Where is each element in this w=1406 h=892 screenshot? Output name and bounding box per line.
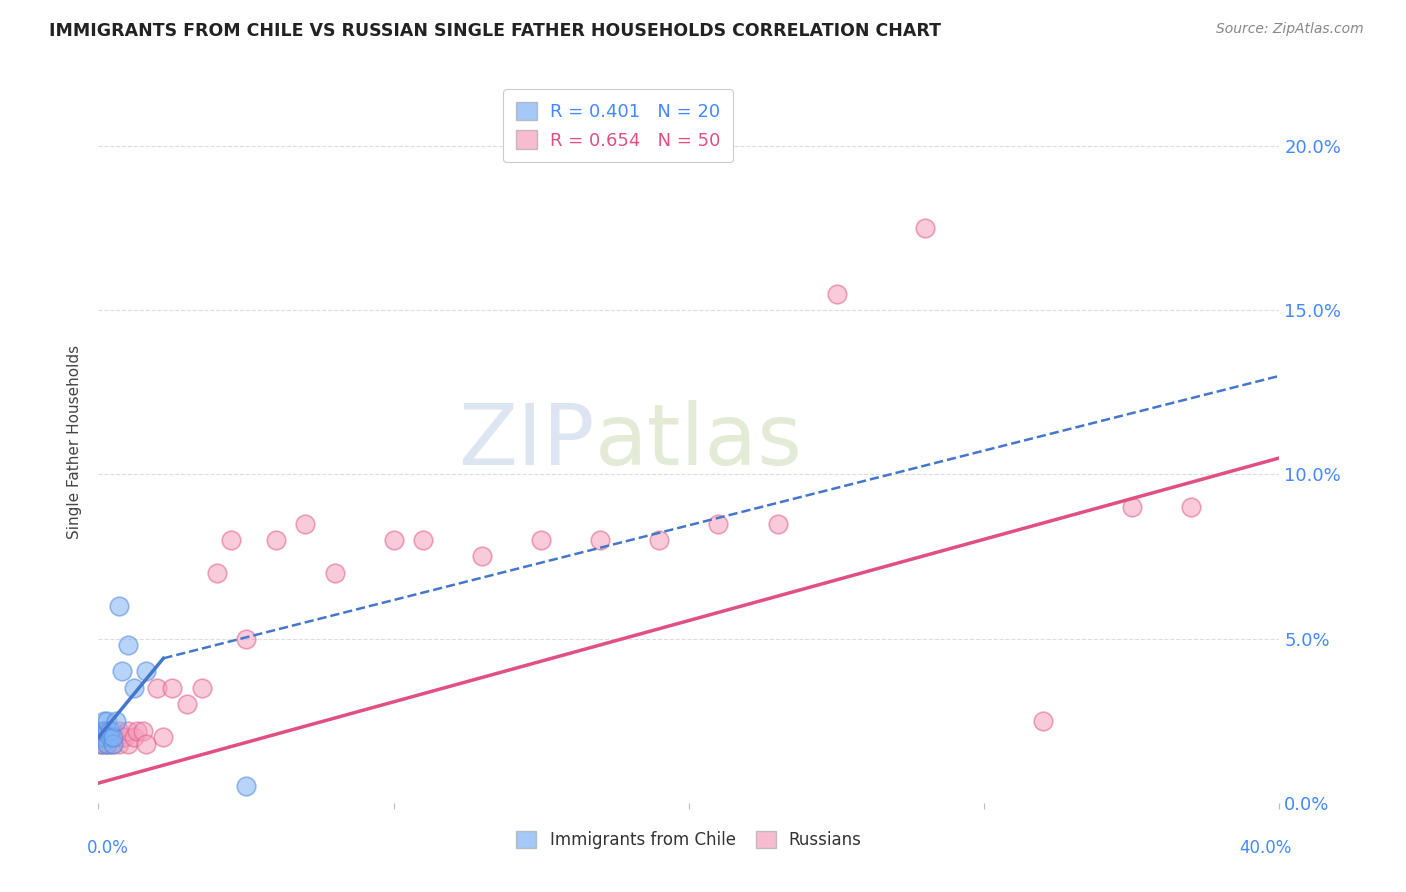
Point [105, 714, 128, 728]
Point [98, 730, 121, 744]
Point [98, 723, 121, 738]
Point [1180, 500, 1202, 515]
Point [264, 533, 287, 547]
Point [589, 533, 612, 547]
Point [96, 737, 118, 751]
Point [117, 723, 139, 738]
Point [707, 516, 730, 531]
Point [766, 516, 789, 531]
Point [103, 737, 125, 751]
Point [125, 723, 148, 738]
Point [90, 730, 112, 744]
Point [1032, 714, 1054, 728]
Legend: Immigrants from Chile, Russians: Immigrants from Chile, Russians [509, 824, 869, 856]
Point [98, 737, 121, 751]
Point [108, 723, 131, 738]
Point [111, 730, 134, 744]
Point [135, 737, 157, 751]
Point [103, 723, 125, 738]
Point [96, 723, 118, 738]
Point [323, 566, 346, 580]
Point [122, 730, 145, 744]
Text: IMMIGRANTS FROM CHILE VS RUSSIAN SINGLE FATHER HOUSEHOLDS CORRELATION CHART: IMMIGRANTS FROM CHILE VS RUSSIAN SINGLE … [49, 22, 941, 40]
Point [98, 730, 121, 744]
Point [93, 714, 115, 728]
Point [93, 737, 115, 751]
Point [103, 730, 125, 744]
Point [1121, 500, 1143, 515]
Point [471, 549, 494, 564]
Point [205, 566, 228, 580]
Point [90, 737, 112, 751]
Point [93, 723, 115, 738]
Point [135, 665, 157, 679]
Point [114, 730, 136, 744]
Point [176, 698, 198, 712]
Point [117, 737, 139, 751]
Point [122, 681, 145, 695]
Y-axis label: Single Father Households: Single Father Households [67, 344, 83, 539]
Point [914, 221, 936, 235]
Point [825, 286, 848, 301]
Point [93, 730, 115, 744]
Text: ZIP: ZIP [458, 400, 595, 483]
Point [162, 681, 183, 695]
Point [93, 723, 115, 738]
Point [152, 730, 174, 744]
Point [146, 681, 169, 695]
Point [96, 714, 118, 728]
Point [108, 737, 131, 751]
Point [108, 599, 131, 613]
Point [90, 730, 112, 744]
Point [111, 665, 134, 679]
Point [90, 737, 112, 751]
Point [96, 730, 118, 744]
Point [98, 723, 121, 738]
Point [90, 723, 112, 738]
Point [96, 730, 118, 744]
Point [191, 681, 214, 695]
Point [235, 632, 257, 646]
Point [96, 737, 118, 751]
Point [412, 533, 434, 547]
Point [96, 723, 118, 738]
Point [382, 533, 405, 547]
Text: 40.0%: 40.0% [1239, 838, 1291, 857]
Text: atlas: atlas [595, 400, 803, 483]
Text: Source: ZipAtlas.com: Source: ZipAtlas.com [1216, 22, 1364, 37]
Point [103, 730, 125, 744]
Point [93, 730, 115, 744]
Point [235, 780, 257, 794]
Point [105, 730, 128, 744]
Point [132, 723, 155, 738]
Point [648, 533, 671, 547]
Text: 0.0%: 0.0% [87, 838, 128, 857]
Point [103, 737, 125, 751]
Point [221, 533, 243, 547]
Point [530, 533, 553, 547]
Point [117, 638, 139, 652]
Point [294, 516, 316, 531]
